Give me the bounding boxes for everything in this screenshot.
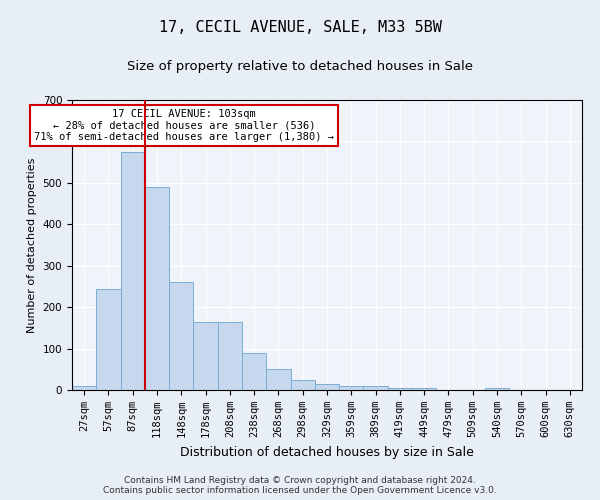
- Bar: [485, 388, 509, 390]
- Bar: [72, 386, 96, 390]
- Bar: [145, 187, 169, 390]
- Text: 17, CECIL AVENUE, SALE, M33 5BW: 17, CECIL AVENUE, SALE, M33 5BW: [158, 20, 442, 35]
- Bar: [412, 388, 436, 390]
- Bar: [339, 386, 364, 390]
- X-axis label: Distribution of detached houses by size in Sale: Distribution of detached houses by size …: [180, 446, 474, 458]
- Bar: [169, 282, 193, 390]
- Bar: [364, 386, 388, 390]
- Bar: [290, 380, 315, 390]
- Bar: [193, 322, 218, 390]
- Y-axis label: Number of detached properties: Number of detached properties: [27, 158, 37, 332]
- Text: 17 CECIL AVENUE: 103sqm
← 28% of detached houses are smaller (536)
71% of semi-d: 17 CECIL AVENUE: 103sqm ← 28% of detache…: [34, 108, 334, 142]
- Bar: [266, 370, 290, 390]
- Bar: [315, 384, 339, 390]
- Text: Contains HM Land Registry data © Crown copyright and database right 2024.
Contai: Contains HM Land Registry data © Crown c…: [103, 476, 497, 495]
- Bar: [242, 352, 266, 390]
- Bar: [388, 388, 412, 390]
- Bar: [121, 152, 145, 390]
- Bar: [218, 322, 242, 390]
- Text: Size of property relative to detached houses in Sale: Size of property relative to detached ho…: [127, 60, 473, 73]
- Bar: [96, 288, 121, 390]
